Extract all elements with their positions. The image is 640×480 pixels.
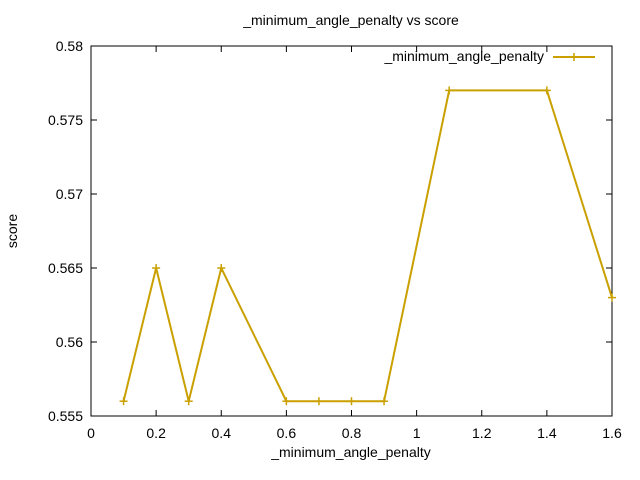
legend: _minimum_angle_penalty bbox=[383, 48, 595, 64]
data-point-marker bbox=[282, 397, 291, 406]
data-point-marker bbox=[152, 264, 161, 272]
x-axis-title: _minimum_angle_penalty bbox=[270, 444, 431, 460]
chart-title: _minimum_angle_penalty vs score bbox=[242, 12, 459, 28]
data-point-marker bbox=[217, 264, 226, 272]
data-point-marker bbox=[380, 397, 389, 406]
y-tick-label: 0.57 bbox=[56, 186, 83, 202]
y-tick-label: 0.575 bbox=[48, 112, 83, 128]
x-tick-label: 0.8 bbox=[342, 425, 362, 441]
series-line bbox=[122, 89, 613, 403]
y-tick-label: 0.565 bbox=[48, 260, 83, 276]
legend-label: _minimum_angle_penalty bbox=[383, 48, 544, 64]
y-tick-label: 0.56 bbox=[56, 334, 83, 350]
y-axis-title: score bbox=[4, 214, 20, 248]
legend-marker bbox=[570, 53, 578, 61]
data-point-marker bbox=[347, 397, 356, 406]
x-tick-label: 0.6 bbox=[277, 425, 297, 441]
legend-marker-cross bbox=[570, 53, 578, 61]
data-point-marker bbox=[314, 397, 323, 406]
data-point-marker bbox=[445, 86, 454, 95]
series-layer bbox=[119, 86, 616, 406]
x-tick-label: 0.2 bbox=[146, 425, 166, 441]
x-tick-label: 1.4 bbox=[537, 425, 557, 441]
plot-frame bbox=[90, 45, 613, 417]
y-tick-label: 0.58 bbox=[56, 38, 83, 54]
x-tick-label: 0 bbox=[87, 425, 95, 441]
data-point-marker bbox=[184, 397, 193, 406]
x-tick-label: 1 bbox=[413, 425, 421, 441]
y-axis: 0.555 0.56 0.565 0.57 0.575 0.58 bbox=[48, 38, 612, 424]
y-tick-label: 0.555 bbox=[48, 408, 83, 424]
x-axis: 0 0.2 0.4 0.6 0.8 1 1.2 1.4 1.6 bbox=[87, 46, 622, 441]
x-tick-label: 0.4 bbox=[212, 425, 232, 441]
data-point-marker bbox=[608, 293, 616, 302]
x-tick-label: 1.6 bbox=[602, 425, 622, 441]
x-tick-label: 1.2 bbox=[472, 425, 492, 441]
data-point-marker bbox=[119, 397, 128, 406]
data-point-marker bbox=[542, 86, 551, 95]
